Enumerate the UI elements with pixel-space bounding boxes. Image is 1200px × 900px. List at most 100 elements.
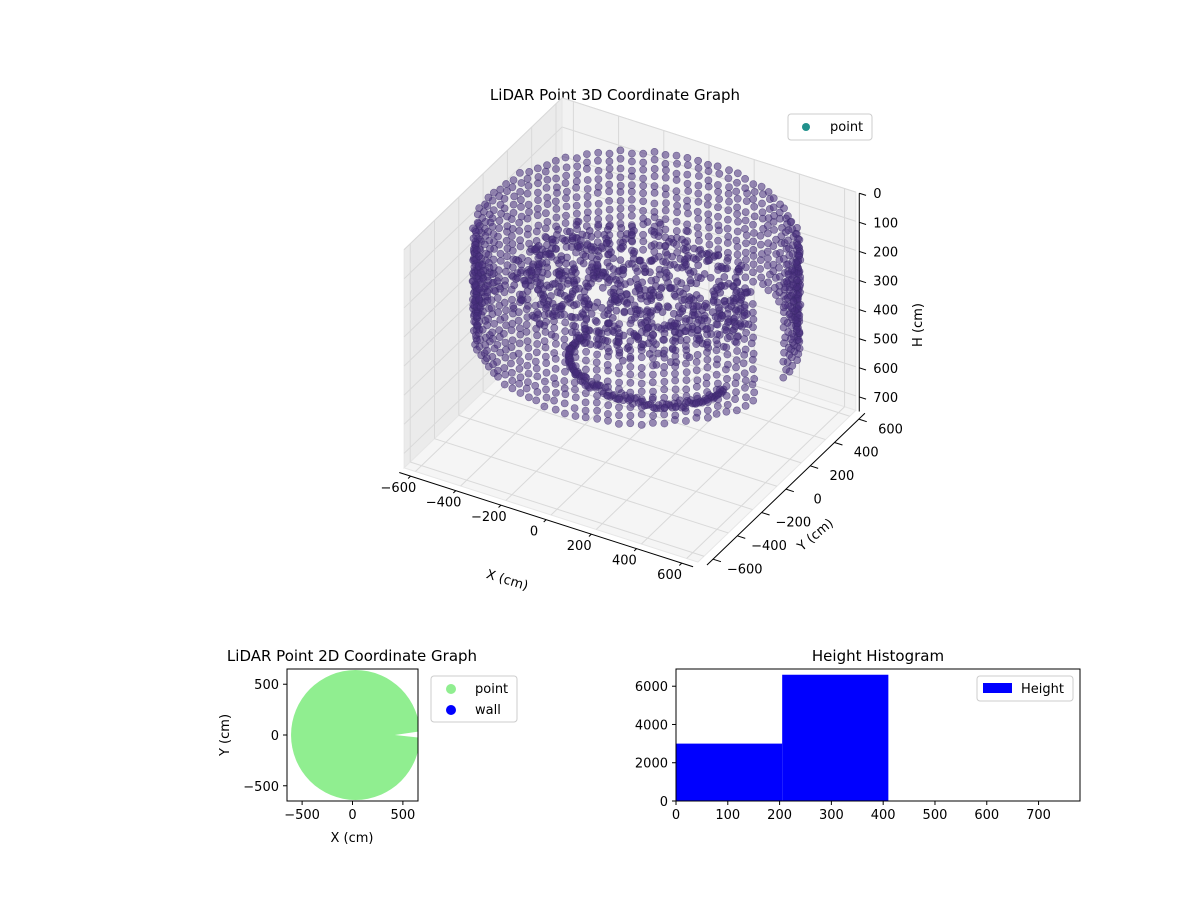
data-point [775, 263, 783, 272]
data-point [686, 269, 695, 278]
data-point [723, 334, 732, 343]
data-point [515, 364, 524, 373]
data-point [704, 193, 712, 202]
data-point [723, 309, 732, 318]
data-point [581, 381, 590, 390]
data-point [615, 403, 623, 412]
data-point [604, 416, 612, 425]
data-point [606, 299, 615, 308]
data-point [552, 213, 561, 222]
grid-h-back [561, 97, 857, 193]
data-point [590, 303, 599, 311]
data-point [531, 301, 540, 310]
data-point [694, 181, 703, 190]
data-point [524, 224, 532, 233]
data-point [769, 242, 778, 250]
data-point [576, 243, 585, 251]
data-point [694, 164, 703, 172]
data-point [648, 378, 657, 387]
data-point [682, 376, 691, 384]
data-point [692, 398, 701, 407]
data-point [616, 212, 625, 221]
data-point [724, 318, 732, 327]
data-point [715, 169, 724, 178]
data-point [639, 261, 648, 270]
data-point [561, 367, 569, 376]
data-point [780, 348, 788, 357]
data-point [639, 230, 647, 239]
data-point [605, 157, 614, 166]
data-point [524, 200, 533, 209]
data-point [654, 302, 663, 310]
data-point [534, 173, 543, 181]
data-point [524, 352, 533, 361]
data-point [693, 326, 702, 335]
data-point [592, 318, 601, 326]
data-point [695, 172, 703, 180]
data-point [758, 199, 766, 208]
data-point [571, 322, 580, 331]
data-point [714, 395, 722, 404]
data-point [567, 243, 576, 251]
data-point [531, 357, 540, 366]
data-point [495, 224, 503, 233]
data-point [581, 406, 590, 415]
data-point [503, 252, 511, 261]
data-point [661, 242, 669, 251]
data-point [628, 237, 637, 246]
y-tick-mark [858, 418, 867, 423]
data-point [583, 164, 591, 173]
data-point [583, 185, 592, 193]
x-tick-label-hist: 300 [819, 808, 844, 823]
data-point [784, 270, 793, 279]
data-point [721, 281, 729, 290]
data-point [627, 187, 636, 196]
data-point [552, 165, 560, 173]
data-point [742, 231, 751, 240]
data-point [703, 355, 712, 364]
data-point [681, 407, 690, 416]
data-point [604, 344, 612, 352]
data-point [562, 194, 570, 203]
y-tick-label: −600 [727, 562, 763, 577]
data-point [507, 326, 516, 335]
data-point [732, 356, 741, 365]
data-point [661, 215, 670, 223]
data-point [562, 202, 571, 211]
data-point [570, 404, 579, 412]
data-point [523, 174, 532, 183]
data-point [637, 395, 646, 403]
data-point [703, 348, 711, 357]
data-point [704, 217, 713, 226]
data-point [493, 294, 502, 302]
data-point [583, 150, 591, 158]
data-point [661, 184, 670, 193]
data-point [581, 372, 590, 381]
data-point [764, 254, 772, 263]
data-point [643, 218, 652, 226]
data-point [683, 153, 692, 162]
data-point [661, 150, 670, 159]
data-point [721, 300, 730, 309]
data-point [517, 212, 526, 221]
data-point [626, 346, 635, 355]
data-point [649, 370, 657, 379]
data-point [604, 410, 612, 418]
data-point [542, 183, 551, 192]
data-point [784, 212, 792, 220]
data-point [733, 406, 741, 415]
x-tick-label: 600 [657, 568, 682, 583]
chart-3d: LiDAR Point 3D Coordinate Graph −600 −400… [381, 86, 926, 594]
data-point [523, 313, 532, 321]
y-tick-mark [761, 512, 770, 516]
data-point [501, 353, 510, 362]
h-tick-label: 500 [873, 333, 898, 348]
data-point [475, 204, 484, 212]
data-point [749, 268, 757, 277]
data-point [605, 164, 614, 173]
data-point [572, 193, 581, 202]
data-point [500, 298, 509, 307]
data-point [756, 231, 765, 240]
data-point [507, 359, 515, 368]
data-point [741, 284, 749, 293]
